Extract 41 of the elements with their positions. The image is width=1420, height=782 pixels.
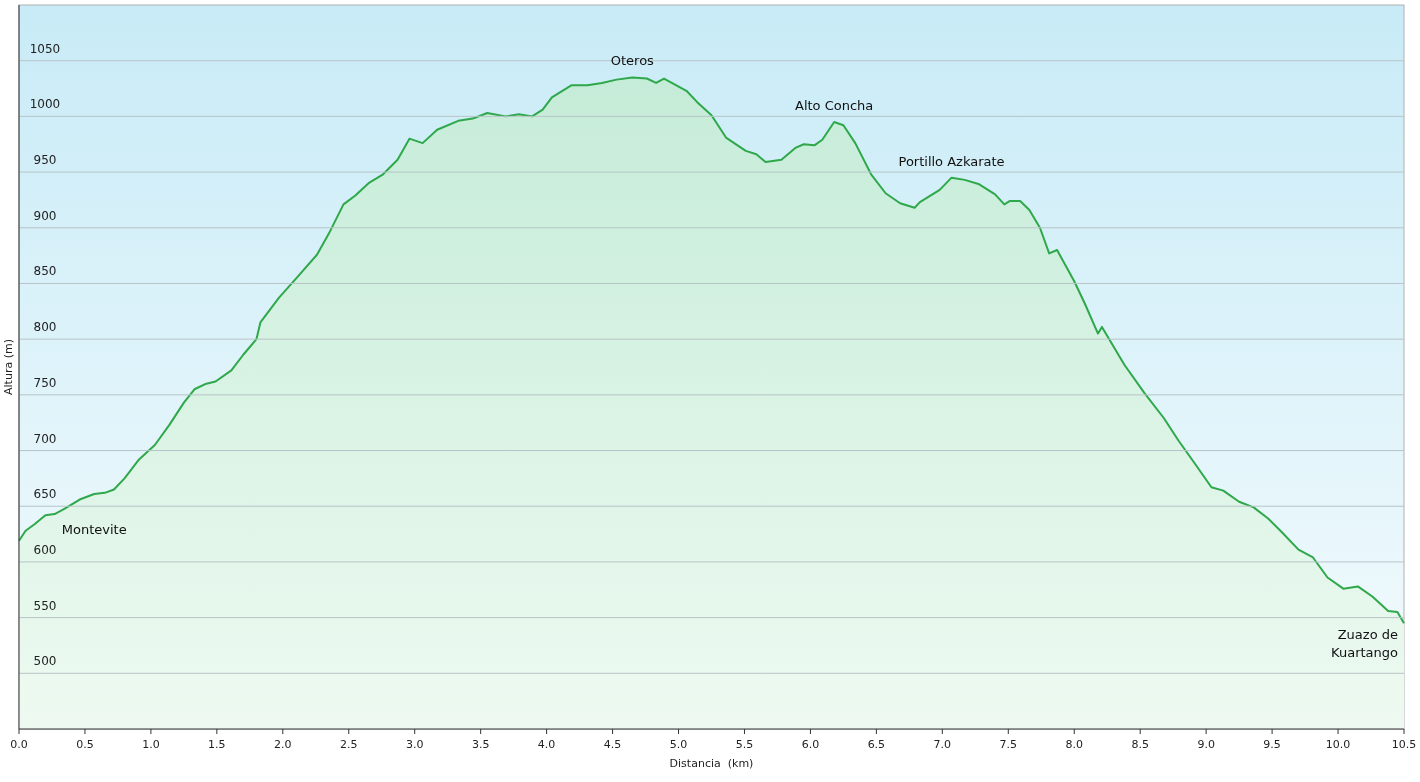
x-tick-label: 4.0	[537, 738, 556, 751]
x-tick-label: 5.5	[735, 738, 754, 751]
y-tick-label: 650	[33, 487, 57, 502]
x-tick-label: 5.0	[669, 738, 688, 751]
x-tick-label: 2.0	[274, 738, 292, 751]
x-tick-label: 10.0	[1325, 738, 1351, 751]
x-tick-label: 2.5	[340, 738, 358, 751]
x-tick-label: 10.5	[1391, 738, 1417, 751]
x-tick-label: 1.0	[142, 738, 160, 751]
y-axis-title: Altura (m)	[2, 339, 15, 395]
x-axis-title: Distancia (km)	[669, 757, 754, 770]
x-tick-label: 9.5	[1263, 738, 1281, 751]
y-tick-label: 900	[33, 208, 57, 223]
annotation: Oteros	[610, 53, 655, 69]
y-tick-label: 950	[33, 153, 57, 168]
x-tick-label: 6.5	[867, 738, 886, 751]
x-tick-label: 7.5	[999, 738, 1018, 751]
annotation: Portillo Azkarate	[898, 153, 1005, 169]
y-tick-label: 600	[33, 542, 57, 557]
x-tick-label: 3.5	[471, 738, 490, 751]
x-tick-label: 9.0	[1197, 738, 1215, 751]
y-tick-label: 1000	[29, 97, 61, 112]
annotation: Alto Concha	[795, 97, 874, 113]
y-tick-label: 550	[33, 598, 57, 613]
y-tick-label: 800	[33, 320, 57, 335]
y-tick-label: 750	[33, 375, 57, 390]
y-tick-label: 850	[33, 264, 57, 279]
x-tick-label: 7.0	[933, 738, 952, 751]
y-tick-label: 1050	[29, 41, 61, 56]
annotation: Montevite	[61, 521, 127, 537]
x-tick-label: 4.5	[603, 738, 622, 751]
y-tick-label: 700	[33, 431, 57, 446]
y-tick-label: 500	[33, 654, 57, 669]
x-tick-label: 1.5	[208, 738, 226, 751]
x-tick-label: 0.5	[76, 738, 94, 751]
x-tick-label: 0.0	[10, 738, 28, 751]
x-tick-label: 8.0	[1065, 738, 1083, 751]
annotation: Zuazo de Kuartango	[1331, 627, 1399, 661]
x-tick-label: 3.0	[405, 738, 424, 751]
x-tick-label: 6.0	[801, 738, 820, 751]
x-tick-label: 8.5	[1131, 738, 1149, 751]
